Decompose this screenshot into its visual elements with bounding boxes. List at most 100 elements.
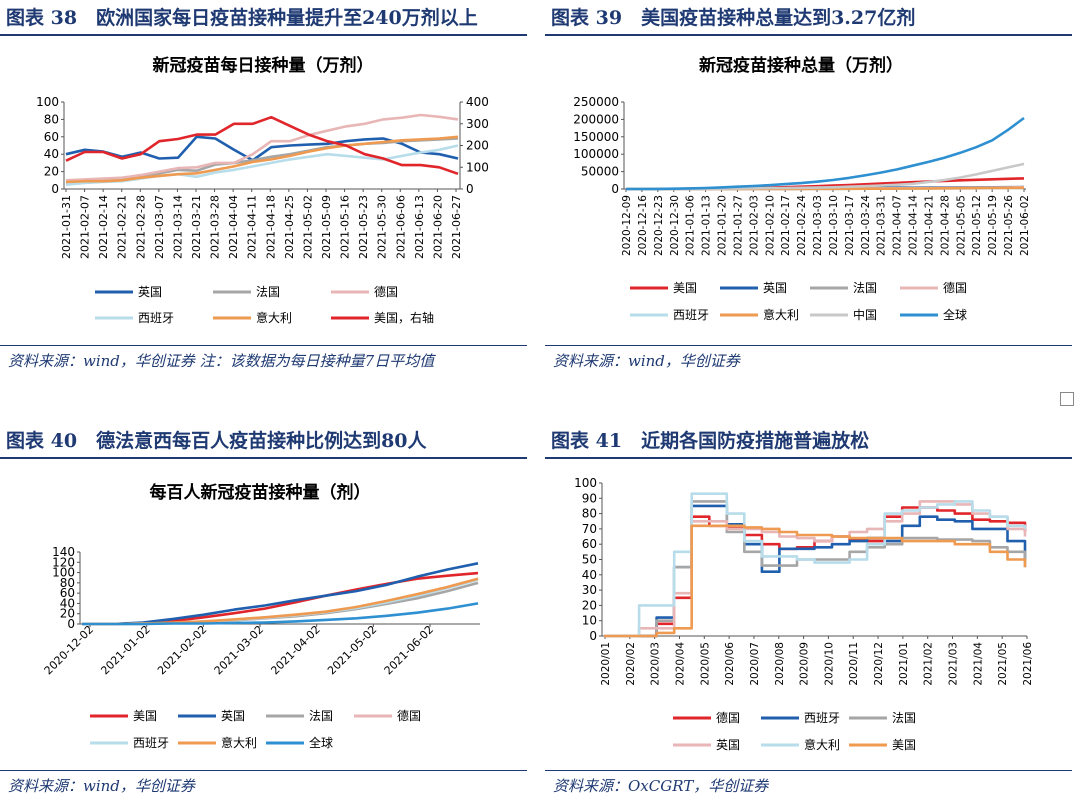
legend-label: 德国	[716, 710, 740, 725]
x-tick-label: 2021-05-19	[987, 195, 999, 256]
x-tick-label: 2020/12	[873, 642, 885, 686]
x-tick-label: 2021-03-02	[212, 623, 266, 677]
y-tick-label: 0	[51, 182, 59, 196]
chart-daily-vaccinations: 新冠疫苗每日接种量（万剂）100806040200400300200100020…	[36, 55, 489, 325]
x-tick-label: 2021-04-25	[283, 195, 296, 259]
panel-header: 图表 38 欧洲国家每日疫苗接种量提升至240万剂以上	[0, 0, 527, 36]
x-tick-label: 2021-06-06	[394, 195, 407, 259]
x-tick-label: 2020-12-23	[653, 195, 665, 256]
x-tick-label: 2021-06-20	[431, 195, 444, 259]
legend-label: 意大利	[763, 307, 799, 322]
y-tick-label: 70	[582, 522, 597, 536]
legend-label: 英国	[763, 281, 787, 295]
x-tick-label: 2021-06-02	[1019, 195, 1031, 256]
x-tick-label: 2020/01	[600, 642, 612, 686]
x-tick-label: 2021-02-17	[780, 195, 792, 256]
legend-label: 意大利	[221, 735, 257, 750]
x-tick-label: 2021-02-21	[116, 195, 129, 259]
legend-label: 英国	[716, 738, 740, 752]
y-tick-label: 140	[52, 545, 75, 559]
source-note: 资料来源：wind，华创证券	[0, 770, 527, 799]
source-note: 资料来源：wind，华创证券 注：该数据为每日接种量7日平均值	[0, 345, 527, 374]
source-note: 资料来源：OxCGRT，华创证券	[545, 770, 1072, 799]
legend-label: 法国	[892, 711, 916, 725]
x-tick-label: 2021-05-02	[301, 195, 314, 259]
y-tick-label: 250000	[573, 95, 619, 109]
x-tick-label: 2021-02-10	[764, 195, 776, 256]
x-tick-label: 2020/07	[749, 642, 761, 686]
y-tick-label: 60	[44, 130, 59, 144]
legend-label: 德国	[374, 284, 398, 299]
x-tick-label: 2021-01-20	[717, 195, 729, 256]
x-tick-label: 2021-04-11	[246, 195, 259, 259]
x-tick-label: 2021-02-28	[134, 195, 147, 259]
x-tick-label: 2020/11	[848, 642, 860, 686]
x-tick-label: 2021-05-16	[339, 195, 352, 259]
series-line-5	[65, 135, 459, 184]
panel-caption: 图表 41 近期各国防疫措施普遍放松	[551, 430, 870, 452]
x-tick-label: 2021-02-02	[155, 623, 209, 677]
legend-label: 法国	[309, 709, 333, 723]
chart-total-vaccinations: 新冠疫苗接种总量（万剂） 250000 200000 150000 100000 5000…	[573, 55, 1031, 322]
y-tick-label: 20	[44, 165, 59, 179]
legend-label: 英国	[221, 709, 245, 723]
panel-fig40: 图表 40 德法意西每百人疫苗接种比例达到80人 每百人新冠疫苗接种量（剂） 14…	[0, 423, 527, 805]
x-tick-label: 2021-03-14	[171, 195, 184, 259]
x-tick-label: 2021-06-13	[413, 195, 426, 259]
y-tick-label: 80	[44, 112, 59, 126]
series-line-8	[626, 116, 1025, 191]
x-tick-label: 2020/02	[625, 642, 637, 686]
checkbox-icon[interactable]	[1060, 392, 1074, 406]
x-tick-label: 2021-05-30	[376, 195, 389, 259]
x-tick-label: 2021-01-13	[701, 195, 713, 256]
x-tick-label: 2021-05-12	[971, 195, 983, 256]
panel-caption: 图表 40 德法意西每百人疫苗接种比例达到80人	[6, 430, 427, 452]
x-tick-label: 2021-05-09	[320, 195, 333, 259]
y-tick-label: 20	[60, 607, 75, 621]
x-tick-label: 2021/02	[923, 642, 935, 686]
x-tick-label: 2020/09	[799, 642, 811, 686]
y2-tick-label: 100	[466, 160, 489, 174]
panel-header: 图表 41 近期各国防疫措施普遍放松	[545, 423, 1072, 459]
y-tick-label: 100	[574, 476, 597, 490]
y-tick-label: 100000	[573, 147, 619, 161]
legend-label: 美国	[133, 709, 157, 723]
y-tick-label: 40	[44, 147, 59, 161]
x-tick-label: 2021-03-03	[812, 195, 824, 256]
x-tick-label: 2021-03-07	[153, 195, 166, 259]
y-tick-label: 200000	[573, 112, 619, 126]
chart-per-hundred: 每百人新冠疫苗接种量（剂） 1401201008060402002020-12-0…	[42, 482, 480, 750]
x-tick-label: 2021-05-26	[1003, 195, 1015, 256]
y-tick-label: 0	[67, 617, 75, 631]
legend-label: 意大利	[804, 737, 840, 752]
x-tick-label: 2021-01-27	[732, 195, 744, 256]
y-tick-label: 100	[52, 566, 75, 580]
legend-label: 全球	[309, 735, 333, 750]
panel-caption: 图表 39 美国疫苗接种总量达到3.27亿剂	[551, 7, 916, 29]
x-tick-label: 2021-02-03	[748, 195, 760, 256]
legend-label: 意大利	[256, 310, 292, 325]
x-tick-label: 2020-12-16	[637, 195, 649, 256]
x-tick-label: 2021-04-21	[923, 195, 935, 256]
y2-tick-label: 300	[466, 117, 489, 131]
y2-tick-label: 0	[466, 182, 474, 196]
x-tick-label: 2020/05	[699, 642, 711, 686]
legend-label: 西班牙	[133, 736, 169, 750]
series-line-6	[82, 577, 479, 626]
x-tick-label: 2021-04-14	[908, 195, 920, 256]
y-tick-label: 20	[582, 598, 597, 612]
panel-fig39: 图表 39 美国疫苗接种总量达到3.27亿剂 新冠疫苗接种总量（万剂） 25000…	[545, 0, 1072, 380]
legend-label: 西班牙	[673, 308, 709, 322]
y-tick-label: 0	[589, 629, 597, 643]
legend-label: 美国	[892, 738, 916, 752]
chart-title: 新冠疫苗接种总量（万剂）	[699, 55, 903, 76]
y-tick-label: 60	[582, 537, 597, 551]
y-tick-label: 100	[36, 95, 59, 109]
legend-label: 中国	[853, 307, 877, 322]
panel-fig41: 图表 41 近期各国防疫措施普遍放松 100 90 80 70 60 50 40 30 20 10…	[545, 423, 1072, 805]
legend-label: 法国	[256, 285, 280, 299]
y-tick-label: 10	[582, 614, 597, 628]
x-tick-label: 2020-12-09	[621, 195, 633, 256]
x-tick-label: 2020-12-02	[42, 623, 96, 677]
panel-header: 图表 40 德法意西每百人疫苗接种比例达到80人	[0, 423, 527, 459]
